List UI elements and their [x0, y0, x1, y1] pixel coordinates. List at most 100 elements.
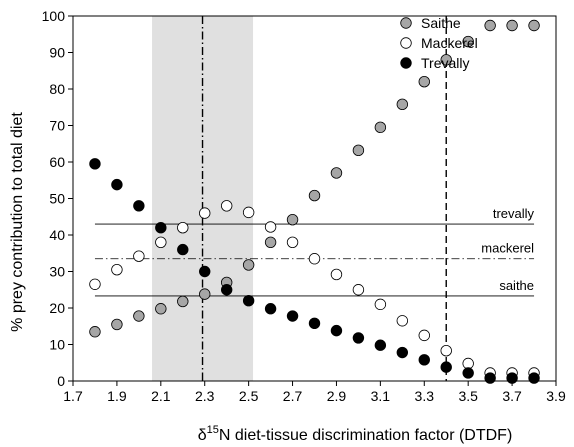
point-saithe — [484, 19, 496, 32]
y-tick-label: 40 — [49, 227, 65, 243]
point-mackerel — [89, 278, 101, 290]
x-tick-label: 2.5 — [239, 388, 259, 404]
point-saithe — [242, 259, 255, 271]
point-saithe — [286, 213, 299, 226]
x-axis-label-superscript: 15 — [207, 424, 219, 436]
point-mackerel — [374, 298, 387, 311]
point-trevally — [89, 158, 101, 170]
point-mackerel — [220, 200, 233, 212]
point-saithe — [352, 144, 365, 157]
point-saithe — [396, 98, 409, 111]
point-trevally — [440, 361, 452, 373]
x-tick-label: 1.7 — [63, 388, 83, 404]
point-saithe — [440, 54, 452, 66]
point-saithe — [528, 19, 540, 32]
point-mackerel — [418, 329, 430, 342]
x-axis-label-text: N diet-tissue discrimination factor (DTD… — [219, 427, 512, 444]
point-saithe — [199, 288, 211, 300]
y-tick-label: 10 — [49, 337, 65, 353]
point-saithe — [506, 19, 518, 32]
legend-label-mackerel: Mackerel — [421, 35, 478, 51]
point-mackerel — [155, 236, 167, 249]
point-trevally — [199, 265, 211, 278]
y-tick-label: 30 — [49, 264, 65, 280]
point-trevally — [308, 317, 321, 330]
x-tick-label: 1.9 — [107, 388, 127, 404]
point-saithe — [111, 318, 123, 331]
point-mackerel — [242, 206, 255, 219]
point-saithe — [264, 236, 277, 249]
legend-label-saithe: Saithe — [421, 15, 461, 31]
legend-marker-mackerel — [400, 37, 412, 49]
x-tick-label: 2.9 — [327, 388, 347, 404]
hline-label-trevally: trevally — [493, 206, 535, 221]
point-trevally — [418, 354, 430, 366]
point-trevally — [352, 332, 365, 344]
data-series — [89, 19, 540, 384]
point-saithe — [177, 295, 189, 308]
y-tick-label: 100 — [42, 8, 66, 24]
point-mackerel — [177, 221, 189, 234]
legend: Saithe Mackerel Trevally — [400, 15, 478, 71]
point-trevally — [133, 200, 145, 212]
y-tick-label: 70 — [49, 118, 65, 134]
point-trevally — [330, 324, 343, 337]
x-tick-label: 3.1 — [371, 388, 391, 404]
x-tick-label: 2.3 — [195, 388, 215, 404]
point-trevally — [528, 372, 540, 384]
point-trevally — [111, 178, 123, 191]
y-tick-label: 50 — [49, 191, 65, 207]
point-mackerel — [286, 236, 299, 249]
point-saithe — [418, 75, 430, 88]
point-mackerel — [330, 268, 343, 281]
point-mackerel — [440, 345, 452, 357]
point-trevally — [264, 303, 277, 315]
point-mackerel — [199, 207, 211, 219]
y-tick-label: 90 — [49, 45, 65, 61]
legend-label-trevally: Trevally — [421, 55, 470, 71]
x-tick-label: 3.3 — [415, 388, 435, 404]
point-trevally — [177, 243, 189, 256]
point-mackerel — [396, 315, 409, 327]
point-saithe — [133, 310, 145, 322]
series-saithe — [89, 19, 540, 338]
point-trevally — [462, 367, 474, 379]
y-tick-label: 80 — [49, 81, 65, 97]
x-tick-label: 3.5 — [458, 388, 478, 404]
axes: 1.7 1.9 2.1 2.3 2.5 2.7 2.9 3.1 3.3 3.5 3.7 3.9 0 10 2… — [42, 8, 566, 404]
point-saithe — [462, 35, 474, 48]
point-mackerel — [308, 253, 321, 265]
point-saithe — [308, 189, 321, 202]
point-saithe — [155, 303, 167, 315]
hline-label-saithe: saithe — [499, 278, 534, 293]
point-mackerel — [133, 250, 145, 262]
point-saithe — [374, 121, 387, 134]
point-mackerel — [462, 357, 474, 370]
x-tick-label: 2.7 — [283, 388, 303, 404]
y-tick-label: 0 — [57, 373, 65, 389]
legend-marker-trevally — [400, 57, 412, 69]
point-trevally — [286, 310, 299, 322]
hline-label-mackerel: mackerel — [481, 241, 534, 256]
point-saithe — [330, 167, 343, 179]
y-tick-label: 60 — [49, 154, 65, 170]
point-trevally — [396, 346, 409, 359]
point-mackerel — [352, 284, 365, 296]
series-mackerel — [89, 200, 540, 379]
y-axis-label: % prey contribution to total diet — [9, 112, 26, 332]
series-trevally — [89, 158, 540, 384]
point-trevally — [220, 284, 233, 296]
legend-marker-saithe — [400, 17, 412, 29]
point-saithe — [89, 326, 101, 338]
point-trevally — [374, 339, 387, 351]
y-tick-label: 20 — [49, 300, 65, 316]
point-mackerel — [111, 263, 123, 276]
x-axis-label: δ15N diet-tissue discrimination factor (… — [198, 424, 513, 444]
x-tick-label: 3.7 — [502, 388, 522, 404]
point-trevally — [484, 372, 496, 384]
x-tick-label: 3.9 — [546, 388, 566, 404]
point-mackerel — [264, 221, 277, 233]
point-trevally — [155, 221, 167, 234]
point-trevally — [242, 295, 255, 307]
